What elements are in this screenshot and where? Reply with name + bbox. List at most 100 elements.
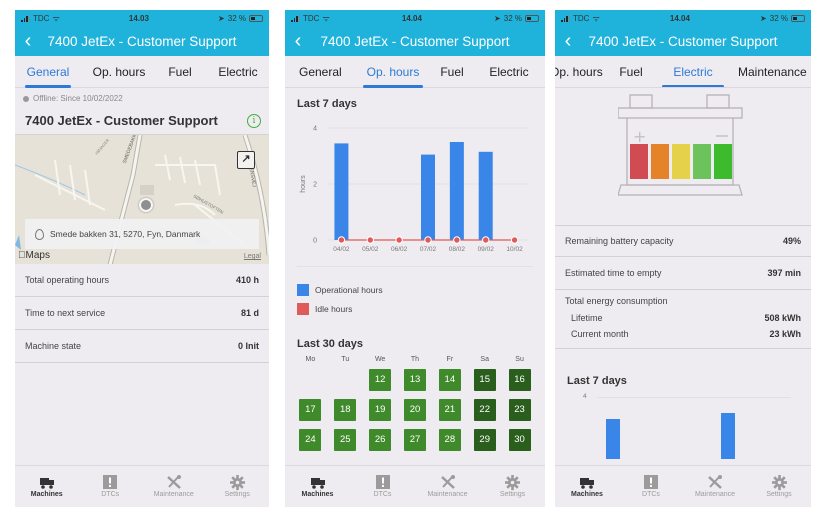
nav-machines[interactable]: Machines: [555, 466, 619, 507]
legal-link[interactable]: Legal: [243, 253, 261, 260]
nav-maintenance[interactable]: Maintenance: [683, 466, 747, 507]
calendar-cell: 19: [363, 399, 398, 421]
page-title: 7400 JetEx - Customer Support: [47, 33, 237, 49]
page-title: 7400 JetEx - Customer Support: [588, 33, 778, 49]
nav-machines[interactable]: Machines: [285, 466, 350, 507]
tab-bar: Op. hours Fuel Electric Maintenance: [555, 56, 811, 88]
nav-maintenance[interactable]: Maintenance: [142, 466, 206, 507]
nav-label: Machines: [301, 491, 334, 498]
carrier: TDC: [303, 13, 320, 23]
gear-icon: [771, 474, 787, 490]
nav-settings[interactable]: Settings: [206, 466, 270, 507]
tab-general[interactable]: General: [25, 56, 71, 88]
carrier: TDC: [573, 13, 590, 23]
calendar-cell: 28: [432, 429, 467, 451]
svg-text:08/02: 08/02: [449, 246, 466, 253]
nav-maintenance[interactable]: Maintenance: [415, 466, 480, 507]
alert-icon: [643, 475, 659, 489]
svg-text:10/02: 10/02: [506, 246, 523, 253]
row-machine-state: Machine state 0 Init: [15, 330, 269, 363]
tab-general[interactable]: General: [299, 64, 342, 79]
calendar-day[interactable]: 14: [438, 369, 461, 391]
tab-op-hours[interactable]: Op. hours: [363, 56, 423, 88]
calendar-day[interactable]: 23: [508, 399, 531, 421]
calendar-day[interactable]: 18: [334, 399, 357, 421]
map-view[interactable]: SMEDEBAKKE SØHUSTOFTEN FENSVEJ HØJAGER ↗…: [15, 134, 269, 264]
calendar-cell: 26: [363, 429, 398, 451]
last-7-days-title: Last 7 days: [567, 375, 627, 387]
tools-icon: [440, 475, 456, 489]
battery-icon: [248, 14, 263, 22]
tab-fuel[interactable]: Fuel: [168, 64, 192, 79]
weekday-label: We: [374, 356, 386, 363]
calendar-day[interactable]: 24: [299, 429, 322, 451]
phone-screen-general: TDC ᯤ 14.03 ➤ 32 % 7400 JetEx - Customer…: [15, 10, 269, 507]
bar: [721, 413, 735, 459]
row-label: Current month: [571, 329, 629, 339]
nav-settings[interactable]: Settings: [480, 466, 545, 507]
calendar-day[interactable]: 27: [403, 429, 426, 451]
calendar-cell: [293, 369, 328, 391]
nav-dtcs[interactable]: DTCs: [619, 466, 683, 507]
location-icon: ➤: [760, 13, 767, 23]
calendar-day[interactable]: 30: [508, 429, 531, 451]
calendar-day[interactable]: 17: [299, 399, 322, 421]
tab-op-hours[interactable]: Op. hours: [555, 64, 603, 79]
info-icon[interactable]: i: [247, 113, 261, 128]
signal-icon: [21, 14, 30, 22]
back-button[interactable]: ‹: [24, 30, 32, 52]
tools-icon: [166, 475, 182, 489]
calendar-cell: 20: [398, 399, 433, 421]
tab-maintenance[interactable]: Maintenance: [738, 64, 807, 79]
calendar-day[interactable]: 21: [438, 399, 461, 421]
battery-illustration-icon: +: [618, 94, 743, 196]
tab-electric[interactable]: Electric: [489, 64, 529, 79]
clock: 14.03: [128, 13, 149, 23]
calendar-cell: 30: [502, 429, 537, 451]
tab-fuel[interactable]: Fuel: [619, 64, 643, 79]
tab-electric[interactable]: Electric: [662, 56, 724, 87]
tab-bar: General Op. hours Fuel Electric: [15, 56, 269, 88]
row-label: Total operating hours: [25, 275, 110, 285]
calendar-day[interactable]: 28: [438, 429, 461, 451]
nav-dtcs[interactable]: DTCs: [350, 466, 415, 507]
calendar-day[interactable]: 13: [403, 369, 426, 391]
tab-electric[interactable]: Electric: [218, 64, 258, 79]
calendar-day[interactable]: 22: [473, 399, 496, 421]
truck-icon: [579, 475, 595, 489]
calendar-day[interactable]: 20: [403, 399, 426, 421]
location-icon: ➤: [494, 13, 501, 23]
back-button[interactable]: ‹: [294, 30, 302, 52]
nav-machines[interactable]: Machines: [15, 466, 79, 507]
truck-icon: [39, 475, 55, 489]
nav-settings[interactable]: Settings: [747, 466, 811, 507]
calendar-day[interactable]: 19: [369, 399, 392, 421]
alert-icon: [375, 475, 391, 489]
nav-label: Maintenance: [153, 491, 194, 498]
calendar-day[interactable]: 29: [473, 429, 496, 451]
tab-fuel[interactable]: Fuel: [440, 64, 464, 79]
calendar-day[interactable]: 16: [508, 369, 531, 391]
svg-text:04/02: 04/02: [333, 246, 350, 253]
address-banner[interactable]: Smede bakken 31, 5270, Fyn, Danmark: [25, 219, 259, 249]
tab-op-hours[interactable]: Op. hours: [92, 64, 146, 79]
row-label: Time to next service: [25, 308, 106, 318]
electric-bar-chart: 4: [555, 393, 811, 459]
nav-dtcs[interactable]: DTCs: [79, 466, 143, 507]
svg-text:HØJAGER: HØJAGER: [94, 138, 110, 156]
tools-icon: [707, 475, 723, 489]
weekday-label: Su: [515, 356, 524, 363]
calendar-day[interactable]: 25: [334, 429, 357, 451]
calendar-day[interactable]: 15: [473, 369, 496, 391]
legend-idle: Idle hours: [297, 303, 533, 315]
calendar-cell: 16: [502, 369, 537, 391]
y-tick: 4: [583, 393, 587, 400]
battery-percent: 32 %: [503, 13, 522, 23]
back-button[interactable]: ‹: [564, 30, 572, 52]
place-marker-icon: [35, 228, 44, 240]
calendar-day[interactable]: 26: [369, 429, 392, 451]
expand-map-button[interactable]: ↗: [237, 151, 255, 169]
machine-title-row: 7400 JetEx - Customer Support i: [15, 109, 269, 134]
calendar-day[interactable]: 12: [369, 369, 392, 391]
phone-screen-electric: TDC ᯤ 14.04 ➤ 32 % 7400 JetEx - Customer…: [555, 10, 811, 507]
